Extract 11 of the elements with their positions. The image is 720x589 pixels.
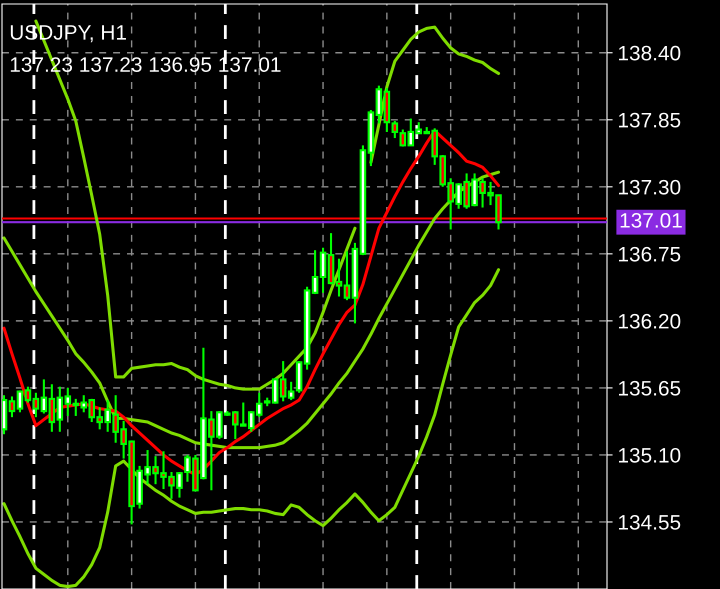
line-series [2, 170, 500, 450]
y-tick-label: 136.75 [619, 246, 680, 262]
line-series [2, 268, 500, 588]
y-tick-label: 136.20 [619, 314, 680, 329]
y-tick-label: 135.10 [619, 448, 680, 463]
ref-line-label: 137.01 [620, 212, 682, 228]
y-tick-label: 137.85 [619, 112, 680, 128]
y-tick-label: 138.40 [619, 46, 680, 61]
y-tick-label: 134.55 [619, 514, 680, 530]
y-tick-label: 135.65 [619, 380, 680, 396]
y-tick-label: 137.30 [619, 180, 680, 195]
